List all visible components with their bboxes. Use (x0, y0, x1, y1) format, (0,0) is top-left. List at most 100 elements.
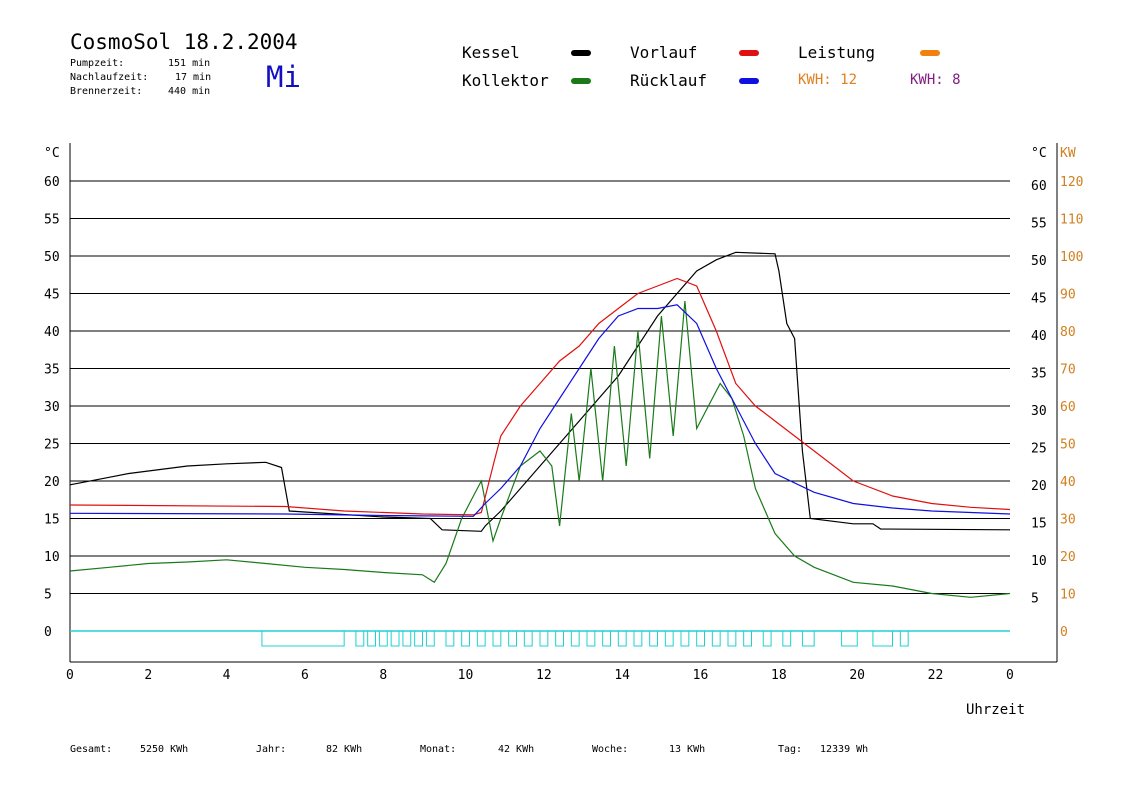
pump-segment (743, 630, 753, 647)
legend-vorlauf-swatch (739, 50, 759, 56)
pump-segment (539, 630, 549, 647)
y-tick-label: 0 (44, 625, 52, 640)
legend-ruecklauf-swatch (739, 78, 759, 84)
x-tick-label: 0 (1006, 668, 1014, 683)
y2-tick-label: 40 (1060, 475, 1076, 490)
pump-segment (492, 630, 502, 647)
pump-segment (801, 630, 815, 647)
x-tick-label: 0 (66, 668, 74, 683)
pump-segment (508, 630, 517, 647)
y2-tick-label: 30 (1060, 513, 1076, 528)
x-tick-label: 12 (536, 668, 552, 683)
y-tick-label: 45 (44, 288, 60, 303)
y-tick-label-right: 30 (1031, 404, 1047, 419)
weekday-label: Mi (266, 60, 301, 94)
x-tick-label: 8 (379, 668, 387, 683)
page-title: CosmoSol 18.2.2004 (70, 30, 298, 54)
series-line-rücklauf (69, 304, 1011, 517)
y2-tick-label: 50 (1060, 438, 1076, 453)
x-tick-label: 2 (144, 668, 152, 683)
pump-segment (711, 630, 721, 647)
pump-segment (782, 630, 792, 647)
y-tick-label: 25 (44, 438, 60, 453)
y2-tick-label: 10 (1060, 588, 1076, 603)
legend-kollektor-swatch (571, 78, 591, 84)
stat-brennerzeit-value: 440 min (168, 86, 211, 97)
y2-tick-label: 100 (1060, 250, 1083, 265)
y2-tick-label: 0 (1060, 625, 1068, 640)
footer-jahr-label: Jahr: (256, 744, 287, 755)
y-tick-label-right: 60 (1031, 179, 1047, 194)
pump-segment (727, 630, 737, 647)
legend-kollektor-label: Kollektor (462, 71, 549, 90)
y2-tick-label: 90 (1060, 288, 1076, 303)
y-tick-label: 30 (44, 400, 60, 415)
legend-ruecklauf-label: Rücklauf (630, 71, 708, 90)
pump-segment (617, 630, 627, 647)
y2-axis-label: KW (1060, 146, 1076, 161)
y-tick-label-right: 50 (1031, 254, 1047, 269)
pump-segment (367, 630, 376, 647)
y2-tick-label: 110 (1060, 213, 1083, 228)
kwh-purple-label: KWH: 8 (910, 72, 961, 88)
y-tick-label: 10 (44, 550, 60, 565)
pump-segment (649, 630, 659, 647)
legend-leistung-label: Leistung (798, 43, 876, 62)
y-tick-label-right: 40 (1031, 329, 1047, 344)
pump-segment (872, 630, 894, 647)
y-tick-label-right: 55 (1031, 217, 1047, 232)
legend-vorlauf-label: Vorlauf (630, 43, 698, 62)
y2-tick-label: 70 (1060, 363, 1076, 378)
y-tick-label-right: 10 (1031, 554, 1047, 569)
x-tick-label: 6 (301, 668, 309, 683)
x-axis-label: Uhrzeit (966, 702, 1025, 718)
y2-tick-label: 80 (1060, 325, 1076, 340)
x-tick-label: 4 (223, 668, 231, 683)
stat-pumpzeit-label: Pumpzeit: (70, 58, 125, 69)
y2-tick-label: 120 (1060, 175, 1083, 190)
x-tick-label: 14 (614, 668, 630, 683)
footer-monat-value: 42 KWh (498, 744, 535, 755)
y-tick-label-right: 35 (1031, 367, 1047, 382)
y-tick-label-right: 45 (1031, 292, 1047, 307)
legend-kessel-label: Kessel (462, 43, 520, 62)
footer-woche-label: Woche: (592, 744, 629, 755)
pump-segment (402, 630, 412, 647)
x-tick-label: 16 (693, 668, 709, 683)
x-tick-label: 20 (849, 668, 865, 683)
pump-segment (633, 630, 643, 647)
stat-pumpzeit-value: 151 min (168, 58, 211, 69)
pump-segment (841, 630, 858, 647)
legend-leistung-swatch (920, 50, 940, 56)
series-line-kollektor (69, 300, 1011, 598)
stat-nachlaufzeit-value: 17 min (175, 72, 212, 83)
y-tick-label-right: 20 (1031, 479, 1047, 494)
y2-tick-label: 20 (1060, 550, 1076, 565)
legend-kessel-swatch (571, 50, 591, 56)
y2-tick-label: 60 (1060, 400, 1076, 415)
pump-segment (555, 630, 565, 647)
pump-segment (899, 630, 909, 647)
y-tick-label-right: 25 (1031, 442, 1047, 457)
pump-segment (762, 630, 772, 647)
pump-segment (378, 630, 388, 647)
pump-segment (425, 630, 435, 647)
x-tick-label: 18 (771, 668, 787, 683)
pump-segment (445, 630, 455, 647)
pump-segment (696, 630, 706, 647)
y-tick-label: 60 (44, 175, 60, 190)
pump-segment (261, 630, 345, 647)
pump-segment (602, 630, 612, 647)
series-line-vorlauf (69, 277, 1011, 516)
footer-monat-label: Monat: (420, 744, 457, 755)
y-tick-label: 5 (44, 588, 52, 603)
y-tick-label: 55 (44, 213, 60, 228)
footer-tag-label: Tag: (778, 744, 803, 755)
kwh-orange-label: KWH: 12 (798, 72, 858, 88)
pump-segment (355, 630, 365, 647)
y-axis-label-right: °C (1031, 146, 1047, 161)
pump-segment (523, 630, 533, 647)
pump-segment (664, 630, 674, 647)
x-tick-label: 10 (458, 668, 474, 683)
footer-gesamt-label: Gesamt: (70, 744, 113, 755)
